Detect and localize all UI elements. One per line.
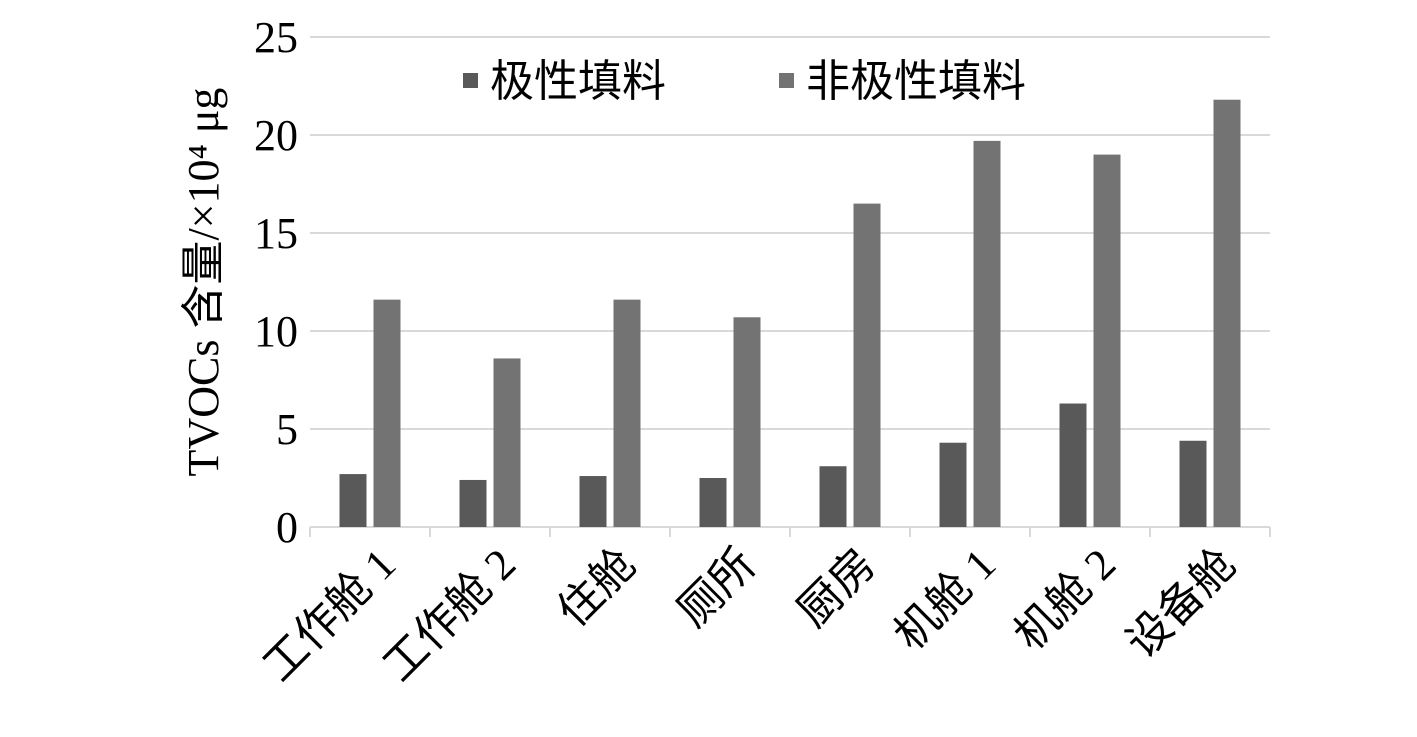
legend-swatch [463,73,478,88]
bar [733,317,761,527]
bar [1213,99,1241,527]
bar [1093,154,1121,527]
y-axis-label: TVOCs 含量/×10⁴ μg [179,88,228,477]
bar [493,358,521,527]
y-tick-label: 10 [254,307,298,356]
bar [853,203,881,527]
x-tick-label: 工作舱 2 [374,539,525,690]
bar [459,479,487,527]
bar [939,442,967,527]
x-tick-label: 厨房 [788,539,885,636]
bar [973,140,1001,527]
x-tick-label: 设备舱 [1117,539,1245,667]
x-tick-label: 机舱 2 [1005,539,1125,659]
y-tick-label: 20 [254,111,298,160]
legend-label: 极性填料 [490,57,666,106]
bar [339,474,367,527]
y-tick-label: 5 [276,405,298,454]
x-tick-label: 厕所 [668,539,765,636]
bar [613,299,641,527]
y-tick-label: 25 [254,13,298,62]
bar [579,476,607,527]
x-tick-label: 工作舱 1 [254,539,405,690]
bar [1179,440,1207,527]
bar [699,478,727,527]
legend-swatch [779,73,794,88]
x-tick-label: 住舱 [548,539,645,636]
y-tick-label: 15 [254,209,298,258]
bar [819,466,847,527]
y-tick-label: 0 [276,503,298,552]
x-tick-label: 机舱 1 [885,539,1005,659]
legend-label: 非极性填料 [806,57,1026,106]
bar [1059,403,1087,527]
bar [373,299,401,527]
